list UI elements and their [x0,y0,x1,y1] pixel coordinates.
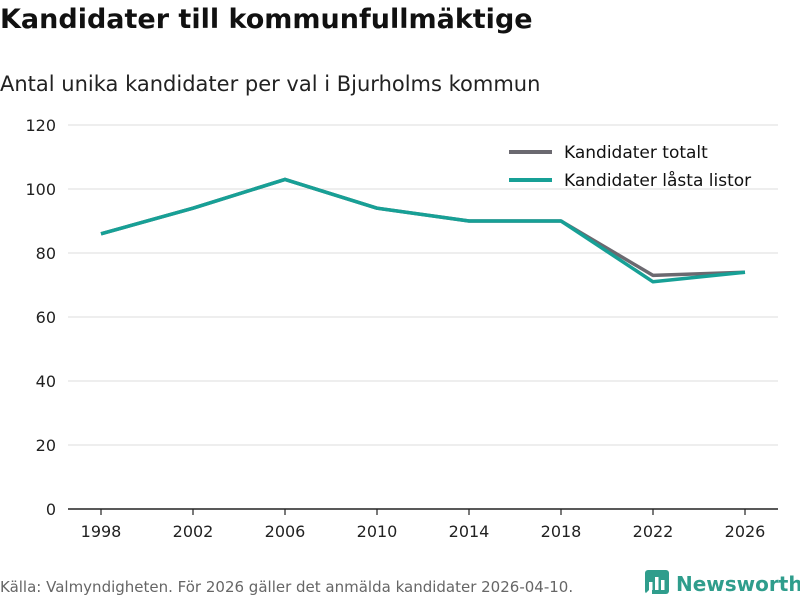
series-line-kandidater-lasta-listor [100,177,746,284]
legend-label: Kandidater totalt [564,143,708,163]
x-tick-label: 2014 [449,522,490,541]
series-line-kandidater-totalt [100,177,746,278]
x-tick-label: 2006 [265,522,306,541]
x-tick-label: 2002 [173,522,214,541]
chart-subtitle: Antal unika kandidater per val i Bjurhol… [0,72,541,96]
x-tick-label: 2018 [541,522,582,541]
y-tick-label: 80 [36,244,56,263]
y-tick-label: 40 [36,372,56,391]
y-tick-label: 120 [25,116,56,135]
y-tick-label: 100 [25,180,56,199]
x-tick-label: 2026 [725,522,766,541]
source-footnote: Källa: Valmyndigheten. För 2026 gäller d… [0,578,574,596]
legend-label: Kandidater låsta listor [564,170,751,191]
x-tick-label: 1998 [81,522,122,541]
brand-name: Newsworthy [676,572,800,596]
x-tick-label: 2022 [633,522,674,541]
y-tick-label: 20 [36,436,56,455]
brand-logo[interactable]: Newsworthy [644,569,800,599]
newsworthy-logo-icon [644,569,670,599]
x-tick-label: 2010 [357,522,398,541]
page-title: Kandidater till kommunfullmäktige [0,4,533,35]
y-tick-label: 0 [46,500,56,519]
y-tick-label: 60 [36,308,56,327]
